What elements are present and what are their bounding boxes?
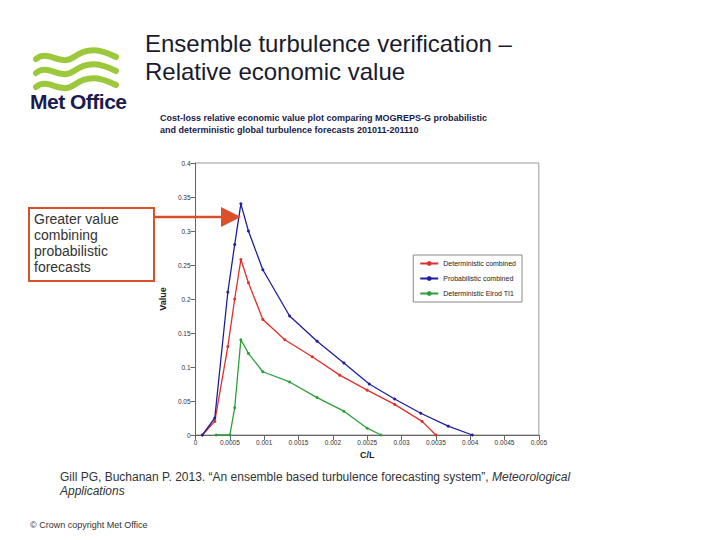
- svg-text:0.003: 0.003: [393, 439, 410, 446]
- svg-text:Probabilistic combined: Probabilistic combined: [443, 275, 513, 282]
- html-text:Greater value combining probab: Greater value combining probabilistic fo…: [34, 211, 119, 275]
- svg-text:0.002: 0.002: [325, 439, 342, 446]
- svg-text:Deterministic Elrod TI1: Deterministic Elrod TI1: [443, 290, 514, 297]
- svg-text:0.0045: 0.0045: [495, 439, 515, 446]
- html-text:Gill PG, Buchanan P. 2013. “An: Gill PG, Buchanan P. 2013. “An ensemble …: [60, 470, 571, 498]
- svg-text:0.004: 0.004: [462, 439, 479, 446]
- svg-text:0.0035: 0.0035: [426, 439, 446, 446]
- svg-text:C/L: C/L: [360, 450, 375, 460]
- svg-text:0.35: 0.35: [178, 194, 191, 201]
- svg-text:0.0015: 0.0015: [289, 439, 309, 446]
- svg-text:0.001: 0.001: [256, 439, 273, 446]
- svg-text:Cost-loss relative economic va: Cost-loss relative economic value plot c…: [160, 113, 487, 123]
- svg-text:Value: Value: [158, 287, 168, 311]
- svg-text:0.005: 0.005: [531, 439, 548, 446]
- svg-text:0.0005: 0.0005: [220, 439, 240, 446]
- svg-text:Deterministic combined: Deterministic combined: [443, 260, 516, 267]
- svg-text:0.4: 0.4: [182, 160, 191, 167]
- svg-text:0.3: 0.3: [182, 228, 191, 235]
- svg-text:0.05: 0.05: [178, 398, 191, 405]
- svg-text:0.15: 0.15: [178, 330, 191, 337]
- html-text:© Crown copyright Met Office: © Crown copyright Met Office: [30, 520, 148, 530]
- svg-text:0.25: 0.25: [178, 262, 191, 269]
- svg-text:0.1: 0.1: [182, 364, 191, 371]
- html-text:Ensemble turbulence verificati: Ensemble turbulence verification – Relat…: [145, 30, 512, 85]
- html-text:Met Office: Met Office: [30, 90, 127, 113]
- svg-text:0.0025: 0.0025: [357, 439, 377, 446]
- svg-text:0: 0: [194, 439, 198, 446]
- svg-text:and deterministic global turbu: and deterministic global turbulence fore…: [160, 125, 419, 135]
- svg-text:0.2: 0.2: [182, 296, 191, 303]
- svg-text:0: 0: [187, 432, 191, 439]
